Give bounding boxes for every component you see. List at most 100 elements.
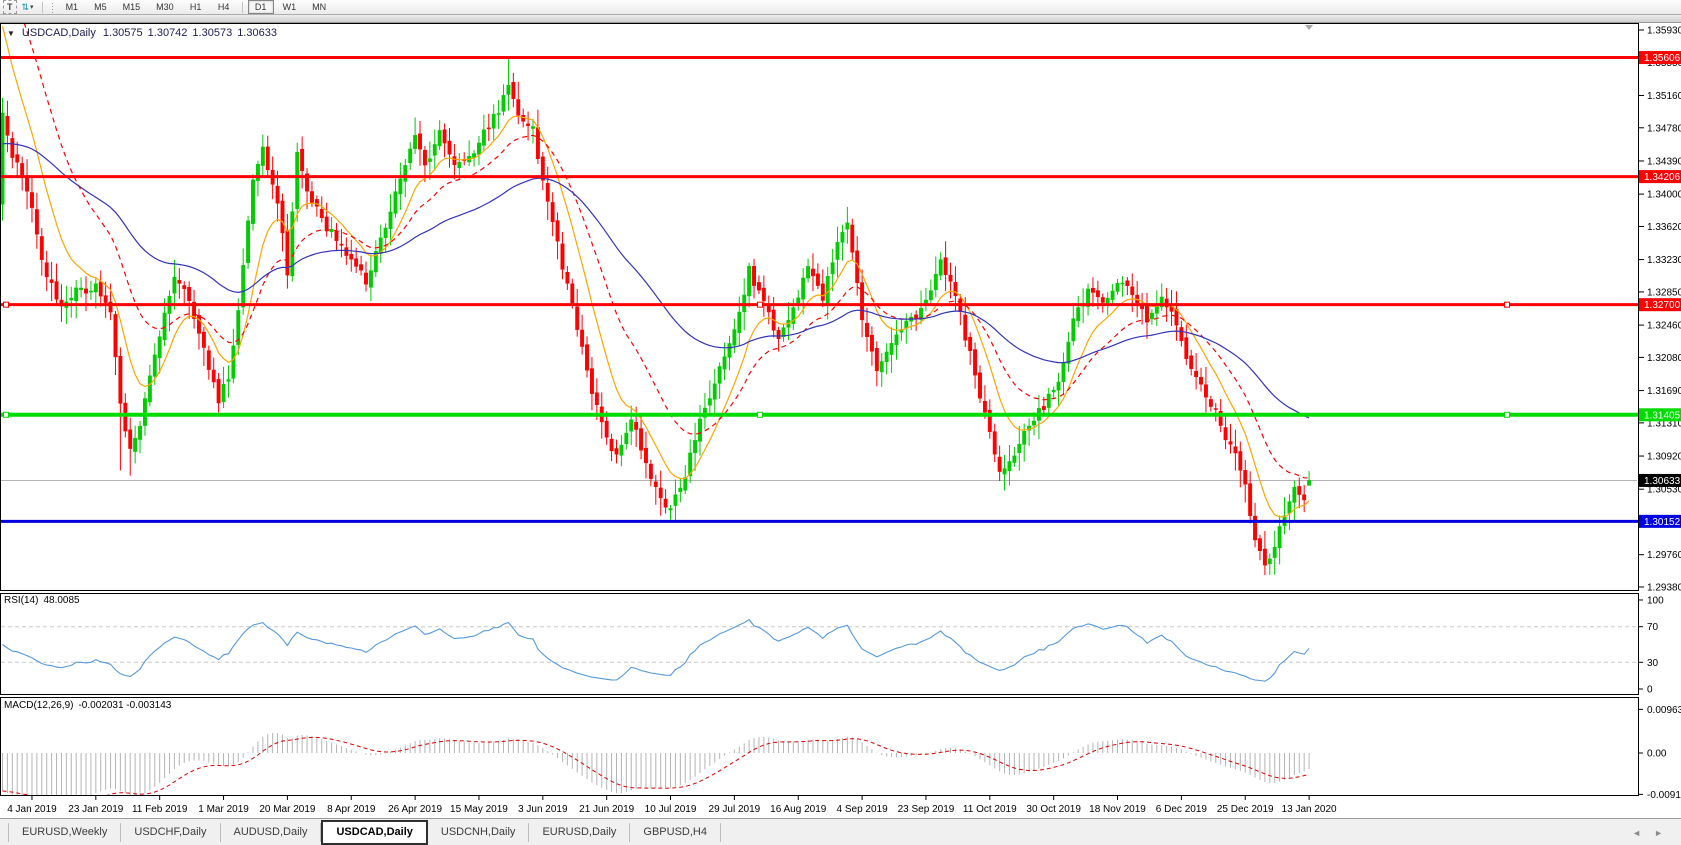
svg-text:0: 0 <box>1647 685 1653 696</box>
timeframe-button-h4[interactable]: H4 <box>217 2 230 12</box>
rsi-name: RSI(14) <box>4 595 39 606</box>
svg-text:18 Nov 2019: 18 Nov 2019 <box>1089 804 1146 815</box>
macd-indicator-label: MACD(12,26,9) -0.002031 -0.003143 <box>4 700 171 711</box>
hline-handle[interactable] <box>757 301 763 308</box>
svg-text:1.32700: 1.32700 <box>1644 300 1681 311</box>
price-badge-1.30152 <box>1639 514 1681 528</box>
pane-frames <box>0 23 1639 796</box>
ma-mid-line <box>23 24 1310 479</box>
tab-usdcnh-daily[interactable]: USDCNH,Daily <box>428 822 530 842</box>
svg-text:23 Sep 2019: 23 Sep 2019 <box>898 804 955 815</box>
svg-text:4 Jan 2019: 4 Jan 2019 <box>7 804 57 815</box>
tab-eurusd-daily[interactable]: EURUSD,Daily <box>529 822 631 842</box>
arrows-dropdown-button[interactable]: ⇅ ▾ <box>19 1 37 13</box>
chevron-down-icon: ▾ <box>30 4 34 11</box>
timeframe-button-w1[interactable]: W1 <box>282 2 297 12</box>
svg-text:30 Oct 2019: 30 Oct 2019 <box>1026 804 1081 815</box>
svg-text:1.35606: 1.35606 <box>1644 53 1681 64</box>
price-axis: 1.359301.355501.351601.347801.343901.340… <box>1638 26 1681 801</box>
svg-text:20 Mar 2019: 20 Mar 2019 <box>259 804 316 815</box>
macd-signal-line <box>2 736 1310 795</box>
main-pane-layer <box>1 24 1637 576</box>
tab-gbpusd-h4[interactable]: GBPUSD,H4 <box>630 822 721 842</box>
svg-text:1.35930: 1.35930 <box>1647 26 1681 37</box>
svg-text:30: 30 <box>1647 658 1659 669</box>
macd-name: MACD(12,26,9) <box>4 700 74 711</box>
tab-scroll-right-icon[interactable]: ► <box>1654 827 1663 838</box>
arrows-icon: ⇅ <box>21 1 30 12</box>
svg-text:11 Oct 2019: 11 Oct 2019 <box>963 804 1017 815</box>
candles-layer <box>1 58 1312 576</box>
svg-text:1 Mar 2019: 1 Mar 2019 <box>198 804 249 815</box>
hline-handle[interactable] <box>1504 411 1510 418</box>
toolbar: T ⇅ ▾ M1 M5 M15 M30 H1 H4 D1 W1 MN <box>0 0 1681 15</box>
hline-handle[interactable] <box>3 411 9 418</box>
svg-text:8 Apr 2019: 8 Apr 2019 <box>327 804 376 815</box>
svg-text:1.29760: 1.29760 <box>1647 550 1681 561</box>
hline-handle[interactable] <box>3 301 9 308</box>
timeframe-button-m30[interactable]: M30 <box>156 2 174 12</box>
svg-text:1.31690: 1.31690 <box>1647 386 1681 397</box>
svg-text:1.30152: 1.30152 <box>1644 517 1681 528</box>
current-price-badge <box>1639 473 1681 487</box>
tab-usdchf-daily[interactable]: USDCHF,Daily <box>121 822 221 842</box>
svg-text:16 Aug 2019: 16 Aug 2019 <box>770 804 827 815</box>
chart-symbol-label: USDCAD,Daily <box>21 27 96 39</box>
toolbar-grip <box>50 1 54 13</box>
toolbar-separator <box>241 1 243 13</box>
hline-handle[interactable] <box>757 411 763 418</box>
price-badge-1.34206 <box>1639 170 1681 184</box>
svg-text:1.30920: 1.30920 <box>1647 452 1681 463</box>
svg-text:1.32850: 1.32850 <box>1647 287 1681 298</box>
ohlc-open: 1.30575 <box>102 27 143 39</box>
toolbar-separator <box>41 1 43 13</box>
svg-text:0.00: 0.00 <box>1647 749 1667 760</box>
svg-text:6 Dec 2019: 6 Dec 2019 <box>1156 804 1208 815</box>
timeframe-button-h1[interactable]: H1 <box>189 2 202 12</box>
timeframe-button-d1[interactable]: D1 <box>247 0 274 14</box>
ohlc-low: 1.30573 <box>192 27 233 39</box>
timeframe-button-mn[interactable]: MN <box>312 2 327 12</box>
ma-fast-line <box>1 26 1310 518</box>
date-axis: 4 Jan 2019 23 Jan 2019 11 Feb 2019 1 Mar 20… <box>7 795 1337 815</box>
svg-text:21 Jun 2019: 21 Jun 2019 <box>579 804 634 815</box>
horizontal-lines-layer[interactable] <box>1 56 1638 523</box>
svg-text:10 Jul 2019: 10 Jul 2019 <box>645 804 697 815</box>
svg-text:1.34000: 1.34000 <box>1647 190 1681 201</box>
svg-text:1.31310: 1.31310 <box>1647 418 1681 429</box>
svg-text:1.33230: 1.33230 <box>1647 255 1681 266</box>
svg-text:25 Dec 2019: 25 Dec 2019 <box>1217 804 1274 815</box>
tab-usdcad-daily[interactable]: USDCAD,Daily <box>321 819 428 845</box>
timeframe-button-m5[interactable]: M5 <box>94 2 107 12</box>
svg-text:1.30530: 1.30530 <box>1647 485 1681 496</box>
timeframe-button-m1[interactable]: M1 <box>65 2 79 12</box>
price-badge-1.31405 <box>1639 408 1681 422</box>
rsi-indicator-label: RSI(14) 48.0085 <box>4 595 80 606</box>
svg-text:70: 70 <box>1647 622 1659 633</box>
svg-text:4 Sep 2019: 4 Sep 2019 <box>837 804 889 815</box>
chart-tab-bar: EURUSD,Weekly USDCHF,Daily AUDUSD,Daily … <box>0 818 1681 845</box>
svg-text:1.34206: 1.34206 <box>1644 172 1681 183</box>
tab-audusd-daily[interactable]: AUDUSD,Daily <box>221 822 322 842</box>
text-tool-button[interactable]: T <box>3 0 17 14</box>
timeframe-button-m15[interactable]: M15 <box>122 2 141 12</box>
svg-text:1.32460: 1.32460 <box>1647 321 1681 332</box>
svg-text:26 Apr 2019: 26 Apr 2019 <box>388 804 442 815</box>
collapse-arrow-icon[interactable]: ▼ <box>7 28 15 38</box>
last-bar-marker-icon <box>1305 25 1314 30</box>
macd-values: -0.002031 -0.003143 <box>78 700 172 711</box>
svg-text:1.33620: 1.33620 <box>1647 222 1681 233</box>
svg-text:1.31405: 1.31405 <box>1644 410 1681 421</box>
tab-scroll-left-icon[interactable]: ◄ <box>1632 827 1642 838</box>
hline-handle[interactable] <box>1504 301 1510 308</box>
price-badge-1.32700 <box>1639 298 1681 312</box>
price-badge-1.35606 <box>1639 51 1681 65</box>
tab-eurusd-weekly[interactable]: EURUSD,Weekly <box>8 822 122 842</box>
chart-scrollbar[interactable] <box>0 15 1681 23</box>
svg-text:29 Jul 2019: 29 Jul 2019 <box>709 804 761 815</box>
svg-text:1.29380: 1.29380 <box>1647 583 1681 594</box>
svg-text:1.34780: 1.34780 <box>1647 123 1681 134</box>
svg-text:-0.009134: -0.009134 <box>1647 790 1681 801</box>
